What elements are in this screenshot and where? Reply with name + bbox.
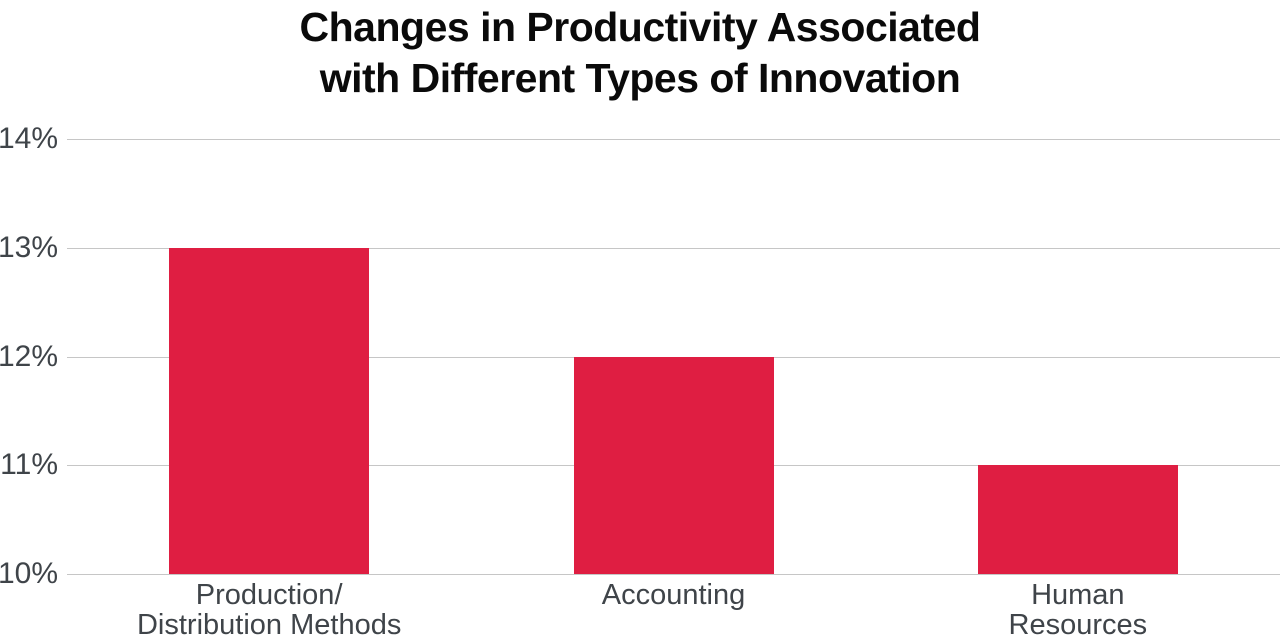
x-axis-category-label: Production/ Distribution Methods bbox=[136, 579, 402, 640]
y-axis-tick-label: 14% bbox=[0, 122, 58, 155]
gridline-14 bbox=[67, 139, 1280, 140]
bar-human-resources bbox=[977, 465, 1178, 574]
y-axis: 14% 13% 12% 11% 10% bbox=[0, 122, 58, 590]
plot-area bbox=[67, 139, 1280, 575]
y-axis-tick-label: 10% bbox=[0, 557, 58, 590]
chart-title-line-2: with Different Types of Innovation bbox=[319, 55, 961, 101]
x-axis: Production/ Distribution Methods Accounti… bbox=[67, 580, 1280, 640]
y-axis-tick-label: 13% bbox=[0, 230, 58, 264]
gridline-10 bbox=[67, 574, 1280, 575]
bar-production-distribution-methods bbox=[169, 247, 370, 574]
y-axis-tick-label: 12% bbox=[0, 339, 58, 373]
chart-title: Changes in Productivity Associated with … bbox=[0, 0, 1280, 104]
x-axis-category-label: Accounting bbox=[601, 579, 746, 611]
y-axis-tick-label: 11% bbox=[0, 448, 58, 482]
chart-title-line-1: Changes in Productivity Associated bbox=[299, 4, 981, 50]
bar-accounting bbox=[573, 356, 774, 574]
x-axis-category-label: Human Resources bbox=[1008, 579, 1148, 640]
gridline-13 bbox=[67, 247, 1280, 249]
